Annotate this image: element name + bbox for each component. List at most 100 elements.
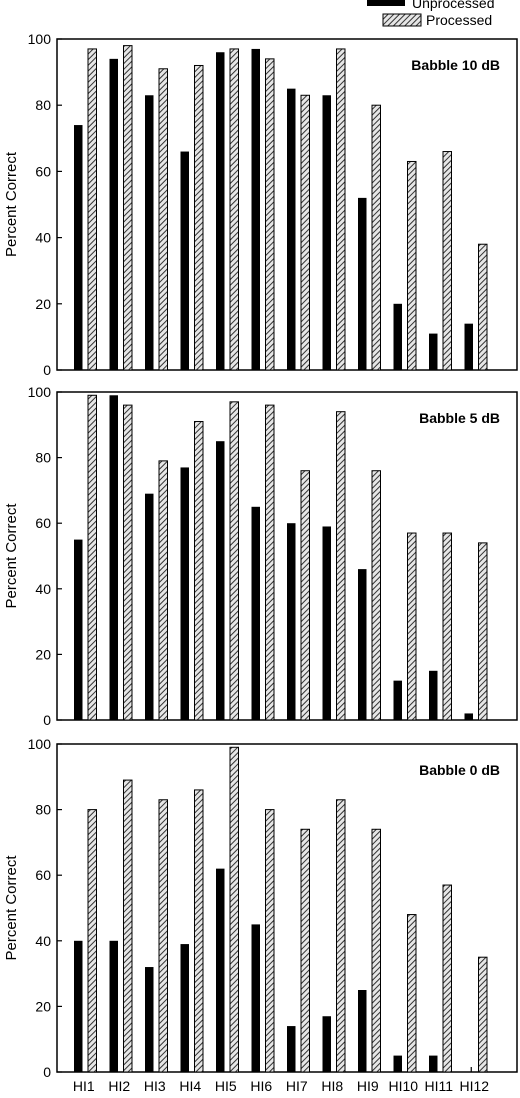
panel-babble-0db: 0 20 40 60 80 100 Percent Correct Babble 0 dB HI… [3, 736, 518, 1094]
panel-babble-10db: 0 20 40 60 80 100 Percent Correct Babble 10 dB [3, 31, 518, 378]
y-tick-label: 0 [43, 712, 51, 728]
x-tick-label: HI10 [388, 1078, 418, 1094]
bar-processed-hi10 [407, 914, 417, 1073]
bar-processed-hi8 [336, 48, 346, 371]
y-tick-label: 0 [43, 362, 51, 378]
bar-unprocessed-hi11 [429, 670, 438, 720]
bar-unprocessed-hi6 [251, 48, 260, 371]
y-axis-label: Percent Correct [3, 503, 20, 609]
x-tick-label: HI8 [321, 1078, 343, 1094]
bar-unprocessed-hi1 [74, 539, 83, 720]
legend-swatch-unprocessed [367, 0, 405, 6]
bar-unprocessed-hi8 [322, 95, 331, 371]
x-tick-label: HI6 [250, 1078, 272, 1094]
bar-processed-hi11 [442, 151, 452, 371]
panel-babble-5db: 0 20 40 60 80 100 Percent Correct Babble 5 dB [3, 384, 518, 728]
x-tick-label: HI12 [459, 1078, 489, 1094]
x-tick-label: HI3 [144, 1078, 166, 1094]
bar-processed-hi1 [87, 394, 97, 721]
x-tick-label: HI1 [73, 1078, 95, 1094]
bar-processed-hi3 [158, 460, 168, 721]
bar-processed-hi6 [265, 58, 275, 371]
y-tick-label: 100 [28, 736, 52, 752]
bar-unprocessed-hi5 [216, 52, 225, 371]
bar-processed-hi9 [371, 104, 381, 371]
y-axis-label: Percent Correct [3, 855, 20, 961]
y-tick-label: 80 [35, 450, 51, 466]
bar-processed-hi12 [478, 542, 488, 721]
bar-processed-hi7 [300, 828, 310, 1073]
x-tick-label: HI4 [179, 1078, 201, 1094]
bar-processed-hi8 [336, 799, 346, 1073]
bar-unprocessed-hi4 [180, 944, 189, 1072]
bar-unprocessed-hi12 [464, 323, 473, 370]
bar-unprocessed-hi2 [109, 940, 118, 1072]
bar-unprocessed-hi10 [393, 303, 402, 370]
bar-unprocessed-hi6 [251, 924, 260, 1072]
bar-unprocessed-hi2 [109, 395, 118, 720]
bar-processed-hi11 [442, 532, 452, 721]
bar-unprocessed-hi9 [358, 990, 367, 1072]
bar-unprocessed-hi8 [322, 526, 331, 720]
bar-processed-hi7 [300, 94, 310, 371]
bar-unprocessed-hi7 [287, 1026, 296, 1072]
bar-unprocessed-hi11 [429, 1055, 438, 1072]
y-tick-label: 80 [35, 97, 51, 113]
y-tick-label: 60 [35, 867, 51, 883]
y-tick-label: 60 [35, 163, 51, 179]
bar-processed-hi4 [194, 789, 204, 1073]
bar-processed-hi8 [336, 411, 346, 721]
bar-processed-hi5 [229, 401, 239, 721]
y-tick-label: 40 [35, 581, 51, 597]
bar-unprocessed-hi3 [145, 493, 154, 720]
legend-label-unprocessed: Unprocessed [412, 0, 495, 11]
bar-processed-hi6 [265, 404, 275, 721]
bar-unprocessed-hi10 [393, 680, 402, 720]
bar-unprocessed-hi12 [464, 713, 473, 720]
bar-unprocessed-hi8 [322, 1016, 331, 1072]
bar-unprocessed-hi1 [74, 940, 83, 1072]
bar-unprocessed-hi7 [287, 88, 296, 371]
bar-processed-hi2 [123, 404, 133, 721]
y-tick-label: 100 [28, 384, 52, 400]
panel-annotation: Babble 5 dB [419, 410, 500, 426]
bar-unprocessed-hi9 [358, 197, 367, 370]
bar-processed-hi5 [229, 48, 239, 371]
panel-annotation: Babble 10 dB [411, 57, 500, 73]
bar-unprocessed-hi7 [287, 523, 296, 720]
bar-processed-hi4 [194, 64, 204, 371]
y-tick-label: 20 [35, 296, 51, 312]
bar-processed-hi5 [229, 746, 239, 1073]
bar-processed-hi2 [123, 45, 133, 371]
bar-unprocessed-hi3 [145, 95, 154, 371]
bar-unprocessed-hi5 [216, 441, 225, 720]
bar-processed-hi9 [371, 828, 381, 1073]
bar-unprocessed-hi5 [216, 868, 225, 1072]
bar-unprocessed-hi4 [180, 151, 189, 370]
legend-swatch-processed [382, 13, 422, 27]
y-tick-label: 80 [35, 802, 51, 818]
bar-unprocessed-hi9 [358, 569, 367, 720]
x-tick-label: HI5 [215, 1078, 237, 1094]
bar-processed-hi1 [87, 48, 97, 371]
bar-unprocessed-hi3 [145, 967, 154, 1072]
legend-label-processed: Processed [426, 12, 492, 28]
bar-unprocessed-hi4 [180, 467, 189, 720]
bar-unprocessed-hi6 [251, 506, 260, 720]
bar-unprocessed-hi10 [393, 1055, 402, 1072]
bar-processed-hi12 [478, 956, 488, 1073]
bar-unprocessed-hi1 [74, 125, 83, 370]
bar-processed-hi10 [407, 160, 417, 371]
y-tick-label: 40 [35, 230, 51, 246]
bar-processed-hi9 [371, 470, 381, 721]
bar-processed-hi2 [123, 779, 133, 1073]
bar-unprocessed-hi2 [109, 58, 118, 371]
bar-processed-hi4 [194, 421, 204, 721]
bar-processed-hi3 [158, 68, 168, 371]
bar-processed-hi1 [87, 809, 97, 1073]
legend: Unprocessed Processed [367, 0, 495, 28]
y-tick-label: 0 [43, 1064, 51, 1080]
bar-processed-hi7 [300, 470, 310, 721]
panel-annotation: Babble 0 dB [419, 762, 500, 778]
